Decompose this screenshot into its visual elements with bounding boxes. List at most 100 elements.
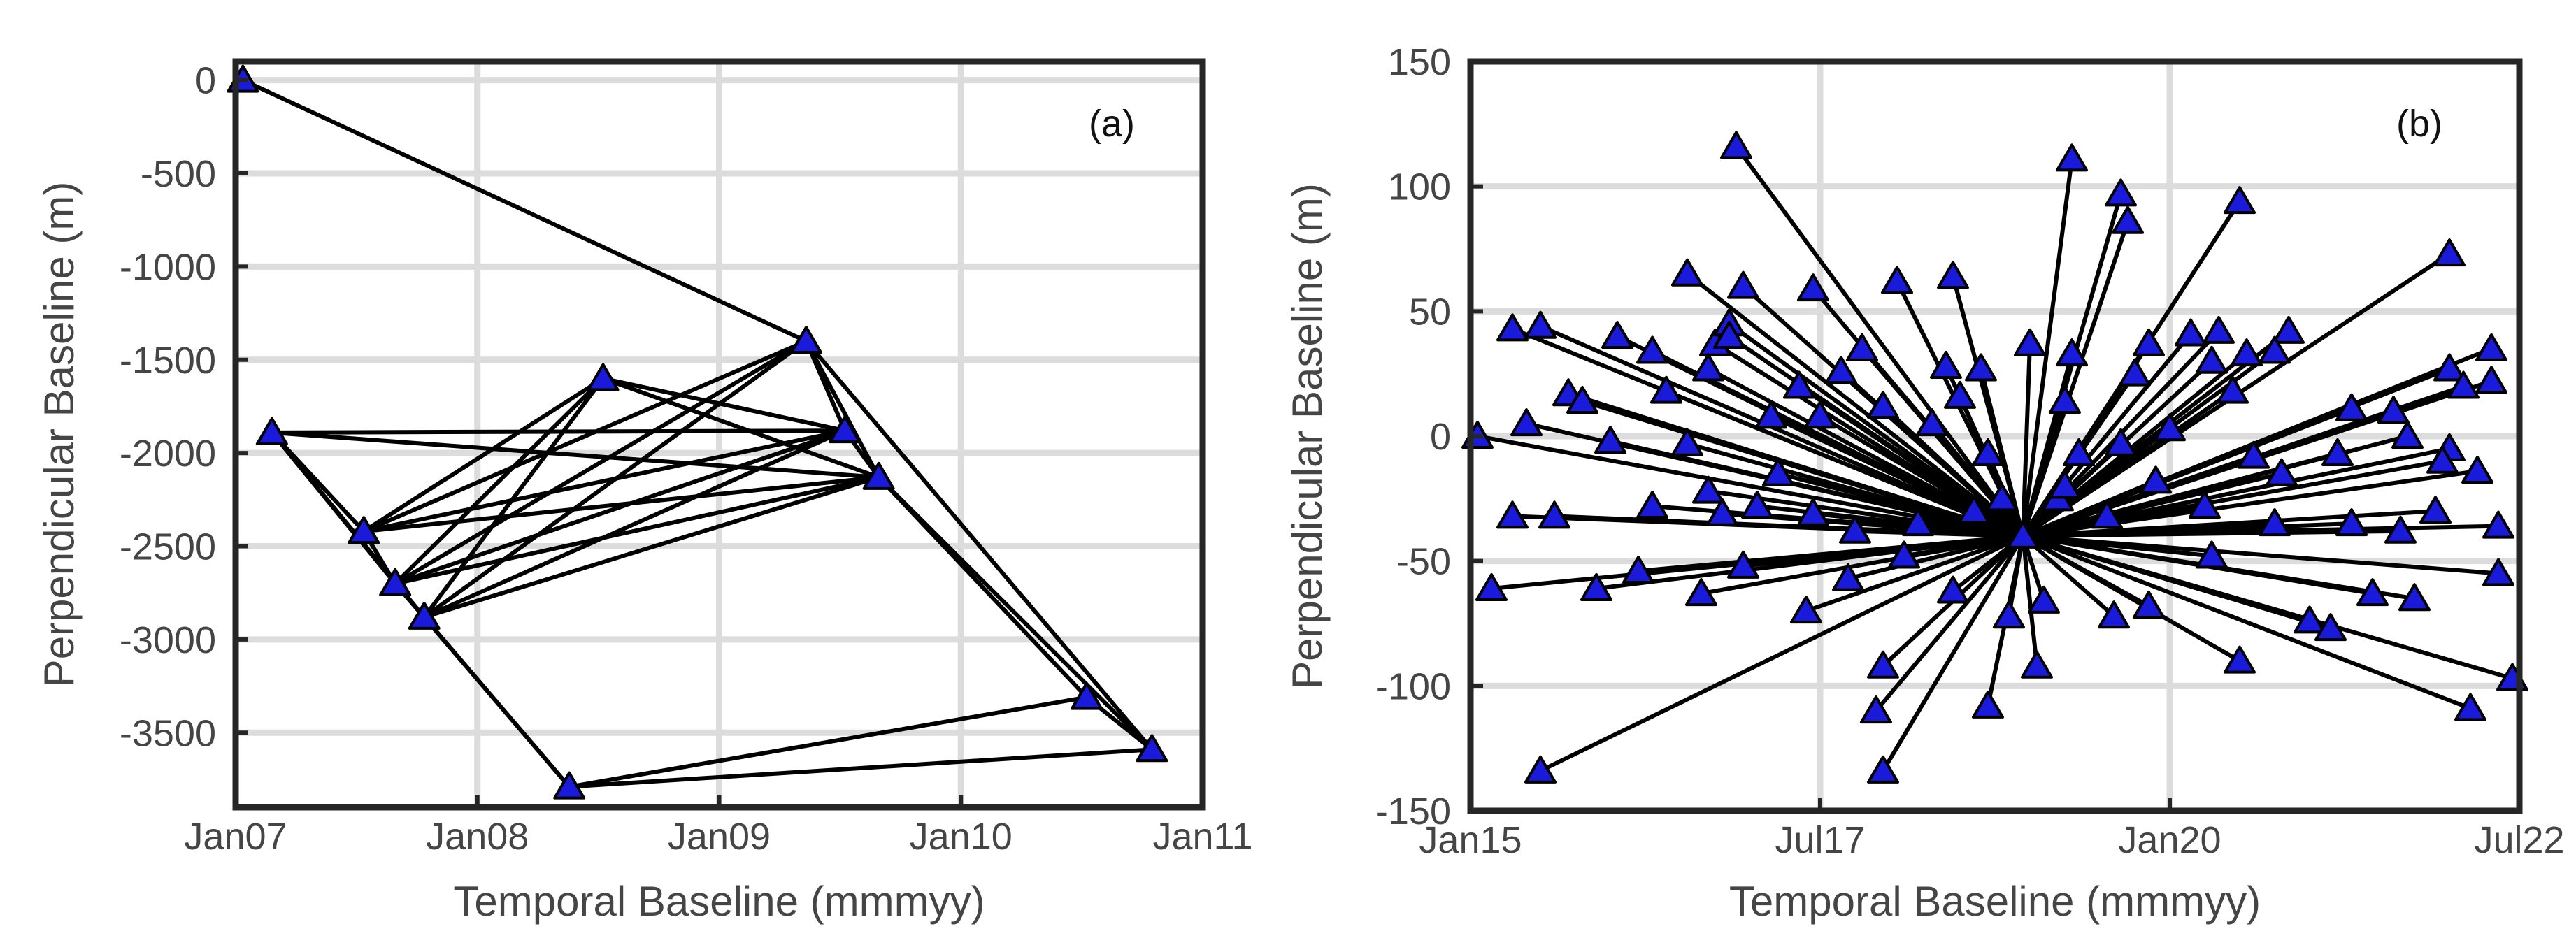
x-axis-label-a: Temporal Baseline (mmmyy) <box>453 878 985 925</box>
acquisition-marker <box>379 568 412 596</box>
acquisition-marker <box>1867 391 1899 419</box>
baseline-edge <box>422 376 606 619</box>
x-tick-label: Jan15 <box>1419 819 1522 861</box>
acquisition-marker <box>1510 408 1543 437</box>
baseline-edge <box>362 376 606 534</box>
x-tick-label: Jan09 <box>668 816 771 858</box>
acquisition-marker <box>1636 335 1668 364</box>
ticks-a: Jan07 Jan08 Jan09 Jan10 Jan11 0 -500 -1000 -1500… <box>120 60 1253 858</box>
acquisition-marker <box>2384 515 2417 544</box>
acquisition-marker <box>587 363 620 391</box>
acquisition-marker <box>1136 734 1168 763</box>
x-tick-label: Jan10 <box>910 816 1012 858</box>
acquisition-marker <box>1937 261 1969 289</box>
acquisition-marker <box>1797 498 1829 526</box>
baseline-edge <box>567 747 1154 789</box>
acquisition-marker <box>1720 131 1752 159</box>
y-tick-label: 0 <box>195 60 216 102</box>
baseline-edge <box>1916 521 2025 538</box>
frame-b <box>1467 58 2523 814</box>
acquisition-marker <box>1496 500 1529 529</box>
acquisition-marker <box>2049 385 2081 414</box>
baseline-edge <box>422 475 881 619</box>
acquisition-marker <box>2021 650 2053 679</box>
baseline-edge <box>1902 533 2025 558</box>
baseline-edge <box>362 475 881 534</box>
panel-label-a: (a) <box>1089 103 1135 145</box>
baseline-edge <box>2021 341 2032 538</box>
baseline-edge <box>362 339 808 534</box>
acquisition-marker <box>2105 178 2137 207</box>
acquisition-marker <box>1566 385 1598 414</box>
x-tick-label: Jan11 <box>1152 816 1252 858</box>
acquisition-marker <box>1790 596 1822 624</box>
acquisition-marker <box>1671 258 1703 287</box>
acquisition-marker <box>1888 540 1920 569</box>
acquisition-marker <box>1671 428 1703 456</box>
acquisition-marker <box>2419 496 2452 524</box>
ticks-b: Jan15 Jul17 Jan20 Jul22 150 100 50 0 -50 -100 -150 <box>1375 41 2565 861</box>
acquisition-marker <box>1944 380 1976 409</box>
x-axis-label-b: Temporal Baseline (mmmyy) <box>1729 878 2261 925</box>
acquisition-marker <box>2049 470 2081 499</box>
baseline-edge <box>2021 426 2172 538</box>
acquisition-marker <box>1636 491 1668 519</box>
acquisition-marker <box>1930 350 1962 379</box>
acquisition-marker <box>1650 375 1682 404</box>
baseline-edge <box>2021 479 2158 538</box>
acquisition-marker <box>1580 572 1612 601</box>
acquisition-marker <box>2377 396 2410 424</box>
baseline-edge <box>1881 533 2025 773</box>
y-tick-label: 150 <box>1388 41 1451 83</box>
y-tick-label: -150 <box>1375 791 1451 832</box>
acquisition-marker <box>2447 370 2480 399</box>
acquisition-marker <box>1755 400 1787 429</box>
acquisition-marker <box>1685 578 1717 607</box>
x-tick-label: Jul22 <box>2474 819 2564 861</box>
acquisition-marker <box>2433 353 2466 382</box>
acquisition-marker <box>2154 413 2186 442</box>
baseline-edge <box>2021 471 2284 538</box>
y-tick-label: -50 <box>1396 541 1451 583</box>
acquisition-marker <box>2175 318 2207 347</box>
baseline-edge <box>2021 157 2074 538</box>
baseline-edge <box>1776 471 2025 538</box>
baseline-edge <box>567 695 1089 789</box>
acquisition-marker <box>1783 370 1815 399</box>
baseline-edge <box>393 376 606 586</box>
acquisition-marker <box>2056 338 2088 367</box>
nodes-a <box>227 64 1168 800</box>
baseline-edge <box>1538 324 2025 538</box>
acquisition-marker <box>2196 540 2228 569</box>
x-tick-label: Jan20 <box>2118 819 2221 861</box>
edges-a <box>241 78 1154 789</box>
acquisition-marker <box>1538 500 1570 529</box>
baseline-edge <box>2021 533 2473 711</box>
acquisition-marker <box>1692 353 1724 382</box>
y-tick-label: 100 <box>1388 166 1451 208</box>
reference-acquisition-marker <box>2007 520 2039 549</box>
acquisition-marker <box>1972 690 2004 719</box>
baseline-edge <box>1664 389 2025 538</box>
acquisition-marker <box>2105 428 2137 456</box>
acquisition-marker <box>2028 585 2060 614</box>
baseline-edge <box>803 339 881 479</box>
baseline-edge <box>269 430 881 479</box>
baseline-edge <box>1874 533 2025 714</box>
y-axis-label-b: Perpendicular Baseline (m) <box>1284 183 1331 689</box>
acquisition-marker <box>2196 345 2228 374</box>
baseline-edge <box>1538 533 2025 773</box>
y-tick-label: -3000 <box>120 619 216 661</box>
acquisition-marker <box>1839 515 1871 544</box>
baseline-edge <box>601 376 847 433</box>
y-tick-label: -2500 <box>120 526 216 568</box>
acquisition-marker <box>1727 550 1759 579</box>
acquisition-marker <box>2335 508 2368 537</box>
acquisition-marker <box>2391 421 2424 449</box>
acquisition-marker <box>1071 681 1103 710</box>
acquisition-marker <box>408 601 441 630</box>
y-tick-label: -3500 <box>120 712 216 754</box>
acquisition-marker <box>2098 600 2130 629</box>
acquisition-marker <box>1741 491 1773 519</box>
acquisition-marker <box>2482 558 2514 586</box>
